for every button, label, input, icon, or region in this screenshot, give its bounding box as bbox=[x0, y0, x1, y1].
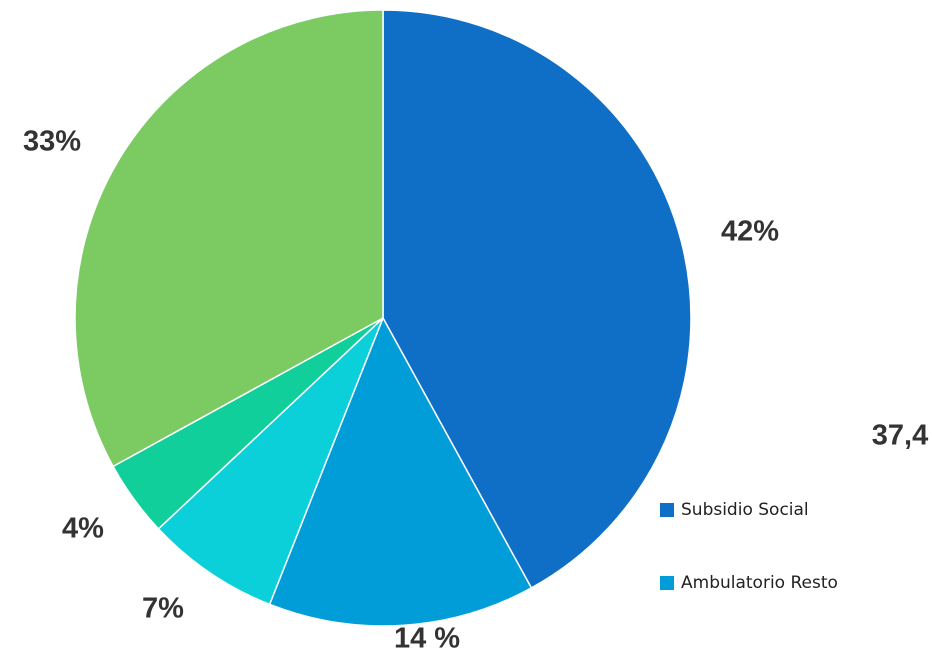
annotation: 37,4 bbox=[872, 420, 928, 452]
pie-slice bbox=[268, 316, 533, 627]
legend-swatch bbox=[660, 576, 674, 590]
legend-swatch bbox=[660, 503, 674, 517]
data-label: 7% bbox=[142, 593, 184, 625]
data-label: 14 % bbox=[394, 623, 460, 655]
pie-slice bbox=[74, 9, 384, 468]
pie-slice bbox=[382, 9, 692, 589]
legend-label: Ambulatorio Resto bbox=[681, 573, 838, 593]
data-label: 4% bbox=[62, 513, 104, 545]
legend-label: Subsidio Social bbox=[681, 500, 809, 520]
pie-slice bbox=[157, 317, 384, 606]
data-label: 33% bbox=[23, 126, 81, 158]
data-label: 42% bbox=[721, 216, 779, 248]
